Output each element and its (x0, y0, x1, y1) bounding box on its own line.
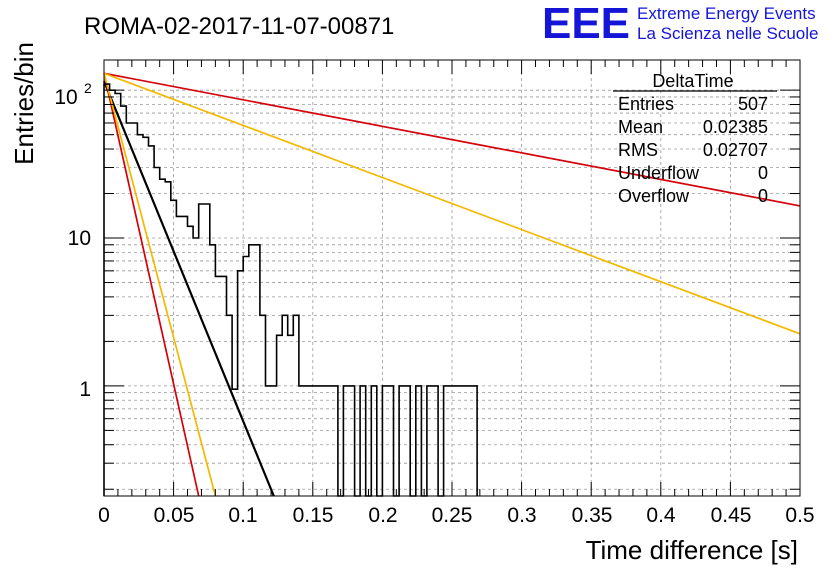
stats-label-mean: Mean (618, 117, 663, 137)
x-tick-label: 0.3 (507, 504, 536, 527)
fit-curves (102, 72, 801, 497)
x-tick-label: 0.45 (711, 504, 752, 527)
stats-label-rms: RMS (618, 140, 658, 160)
eee-logo-line2: La Scienza nelle Scuole (637, 24, 818, 43)
x-tick-label: 0.15 (293, 504, 334, 527)
x-tick-label: 0.25 (432, 504, 473, 527)
x-tick-label: 0.2 (368, 504, 397, 527)
x-tick-label: 0.05 (154, 504, 195, 527)
x-axis-label: Time difference [s] (586, 535, 798, 565)
eee-logo-mark: EEE (542, 0, 630, 48)
x-tick-label: 0.35 (572, 504, 613, 527)
fit-curve-1 (103, 72, 801, 207)
stats-value-rms: 0.02707 (703, 140, 768, 160)
stats-value-underflow: 0 (758, 163, 768, 183)
eee-logo-line1: Extreme Energy Events (637, 4, 816, 23)
y-tick-label-100-exponent: 2 (84, 80, 92, 96)
y-tick-label-100-base: 10 (54, 86, 77, 109)
axis-ticks (103, 60, 801, 496)
fit-curve-4 (103, 73, 217, 497)
x-tick-label: 0 (98, 504, 110, 527)
stats-title: DeltaTime (652, 71, 733, 91)
grid-lines (104, 60, 800, 496)
fit-curve-3 (103, 72, 801, 335)
y-tick-label-1: 1 (79, 378, 91, 401)
stats-label-overflow: Overflow (618, 186, 690, 206)
x-tick-label: 0.5 (785, 504, 814, 527)
x-tick-label: 0.1 (228, 504, 257, 527)
stats-value-overflow: 0 (758, 186, 768, 206)
stats-label-entries: Entries (618, 94, 674, 114)
eee-logo: EEE Extreme Energy Events La Scienza nel… (542, 0, 818, 48)
y-axis-label: Entries/bin (9, 42, 39, 165)
y-tick-label-100: 10 2 (54, 80, 92, 109)
stats-value-entries: 507 (738, 94, 768, 114)
fit-curve-2 (103, 73, 200, 497)
x-tick-labels: 0 0.05 0.1 0.15 0.2 0.25 0.3 0.35 0.4 0.… (98, 504, 814, 527)
chart-title: ROMA-02-2017-11-07-00871 (84, 13, 394, 40)
stats-value-mean: 0.02385 (703, 117, 768, 137)
histogram-line (103, 83, 478, 497)
fit-curve-0 (102, 80, 275, 497)
stats-label-underflow: Underflow (618, 163, 700, 183)
y-tick-label-10: 10 (68, 227, 91, 250)
stats-box: DeltaTime Entries 507 Mean 0.02385 RMS 0… (613, 71, 777, 206)
x-tick-label: 0.4 (646, 504, 676, 527)
